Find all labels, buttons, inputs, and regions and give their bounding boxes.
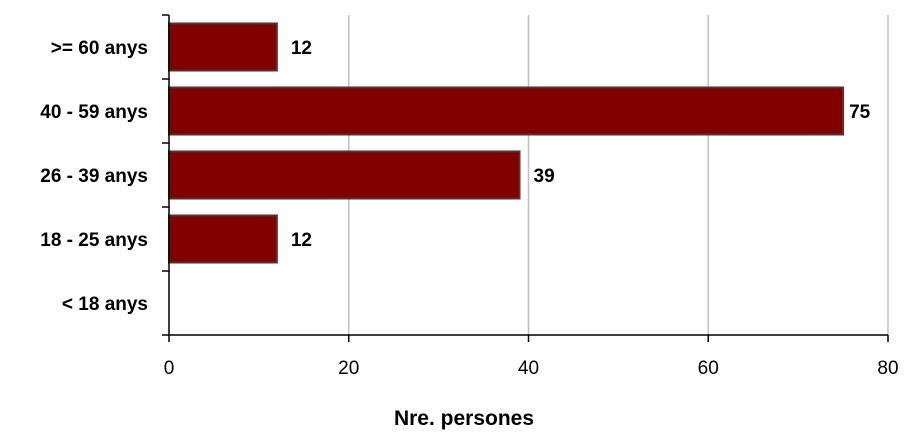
category-label: 40 - 59 anys (40, 102, 148, 123)
bar (168, 22, 278, 72)
category-label: 18 - 25 anys (40, 230, 148, 251)
data-label: 12 (291, 38, 312, 59)
x-tick-label: 40 (518, 358, 539, 379)
axes (162, 14, 889, 342)
data-label: 12 (291, 230, 312, 251)
x-tick-label: 80 (877, 358, 898, 379)
x-tick-label: 20 (338, 358, 359, 379)
x-tick-label: 60 (698, 358, 719, 379)
category-label: >= 60 anys (51, 38, 148, 59)
bar (168, 86, 845, 136)
x-tick-label: 0 (164, 358, 175, 379)
bar (168, 150, 521, 200)
bars (168, 22, 845, 264)
category-label: 26 - 39 anys (40, 166, 148, 187)
bar (168, 214, 278, 264)
category-labels: >= 60 anys 40 - 59 anys 26 - 39 anys 18 - 2… (40, 38, 148, 315)
data-label: 39 (534, 166, 555, 187)
x-tick-labels: 0 20 40 60 80 (164, 358, 899, 379)
category-label: < 18 anys (62, 294, 148, 315)
x-axis-title: Nre. persones (394, 407, 534, 430)
data-labels: 12 75 39 12 (291, 38, 871, 251)
data-label: 75 (849, 102, 871, 123)
